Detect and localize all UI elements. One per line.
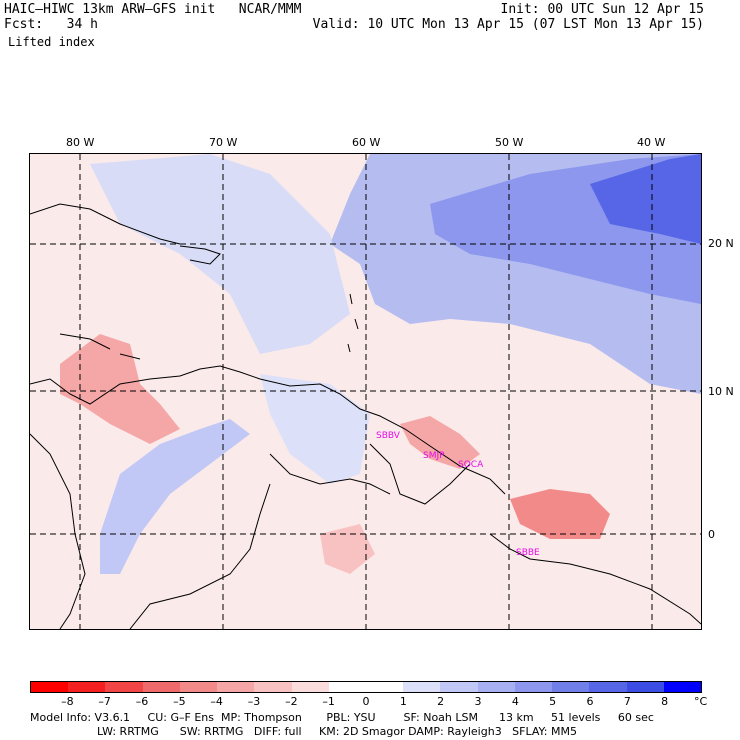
color-bar-tick-label: –5 [173, 695, 186, 708]
color-bar-tick-label: –4 [210, 695, 223, 708]
color-bar-swatch [105, 682, 143, 692]
color-bar-unit: °C [694, 695, 708, 708]
color-bar-swatch [328, 682, 366, 692]
color-bar-tick-label: –3 [247, 695, 261, 708]
color-bar-swatch [217, 682, 255, 692]
color-bar-tick-label: 5 [549, 695, 557, 708]
unstable-region-amazon-mouth [510, 489, 610, 539]
color-bar-tick-label: 7 [623, 695, 631, 708]
color-bar-tick-label: 1 [399, 695, 407, 708]
color-bar-tick-label: –7 [98, 695, 111, 708]
lon-label-80w: 80 W [66, 136, 95, 149]
color-bar-swatch [179, 682, 218, 692]
color-bar-swatch [552, 682, 590, 692]
valid-time: Valid: 10 UTC Mon 13 Apr 15 (07 LST Mon … [312, 17, 704, 32]
color-bar-swatch [626, 682, 664, 692]
color-bar-swatch [589, 682, 627, 692]
lat-label-eq: 0 [708, 528, 715, 541]
color-bar-swatch [403, 682, 441, 692]
color-bar-tick-label: –6 [135, 695, 149, 708]
color-bar-tick-label: –1 [322, 695, 335, 708]
lat-label-20n: 20 N [708, 237, 734, 250]
map-canvas [30, 154, 701, 629]
unstable-region-guianas [400, 416, 480, 469]
model-info-line2: LW: RRTMG SW: RRTMG DIFF: full KM: 2D Sm… [97, 725, 577, 738]
lon-label-70w: 70 W [209, 136, 238, 149]
lon-label-50w: 50 W [495, 136, 524, 149]
color-bar-tick-label: 2 [437, 695, 445, 708]
color-bar-swatch [477, 682, 515, 692]
color-bar-swatch [68, 682, 106, 692]
lat-lon-grid [30, 154, 701, 629]
lat-label-10n: 10 N [708, 385, 734, 398]
station-label: SOCA [458, 460, 484, 470]
color-bar-tick-label: 3 [474, 695, 482, 708]
unstable-region-colombia [60, 334, 180, 444]
lon-label-60w: 60 W [352, 136, 381, 149]
color-bar-tick-label: 6 [586, 695, 594, 708]
color-bar-swatch [254, 682, 292, 692]
model-title: HAIC–HIWC 13km ARW–GFS init NCAR/MMM [4, 2, 302, 17]
station-label: SBBV [376, 431, 400, 441]
color-bar-swatch [663, 682, 701, 692]
color-bar-swatch [142, 682, 180, 692]
station-label: SBBE [516, 548, 540, 558]
color-bar-tick-label: –2 [285, 695, 298, 708]
forecast-hour: Fcst: 34 h [4, 17, 98, 32]
station-label: SMJP [423, 451, 445, 461]
lon-label-40w: 40 W [637, 136, 666, 149]
field-name: Lifted index [8, 35, 95, 49]
color-bar-swatch [365, 682, 404, 692]
color-bar-tick-label: 0 [362, 695, 370, 708]
stable-region-guianas [260, 374, 370, 484]
lifted-index-map [29, 153, 702, 630]
stable-region-andes [100, 419, 250, 574]
color-bar-swatch [440, 682, 478, 692]
color-bar-swatch [291, 682, 329, 692]
stable-region-max [590, 154, 701, 244]
color-bar [30, 681, 702, 693]
color-bar-tick-label: 8 [661, 695, 669, 708]
color-bar-swatch [31, 682, 69, 692]
color-bar-tick-label: 4 [511, 695, 519, 708]
model-info-line1: Model Info: V3.6.1 CU: G–F Ens MP: Thomp… [30, 711, 654, 724]
unstable-region-amazon-south [320, 524, 375, 574]
coastlines [30, 203, 701, 629]
color-bar-swatch [514, 682, 553, 692]
color-bar-tick-label: –8 [61, 695, 74, 708]
init-time: Init: 00 UTC Sun 12 Apr 15 [500, 2, 705, 17]
